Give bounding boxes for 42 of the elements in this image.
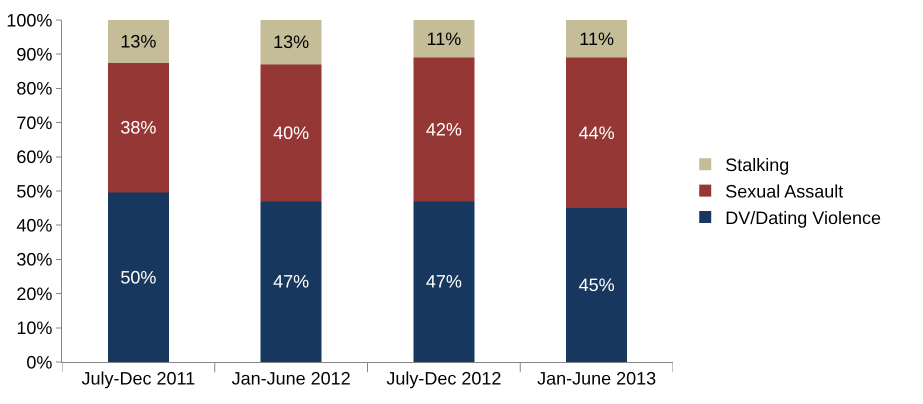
bar — [260, 20, 322, 64]
bar — [413, 20, 474, 58]
data-label: 45% — [578, 275, 615, 296]
bar — [413, 201, 474, 362]
bar — [566, 208, 628, 362]
bar — [566, 58, 628, 208]
y-tick-label: 0% — [26, 352, 52, 372]
y-tick-label: 50% — [16, 181, 52, 202]
data-label: 11% — [579, 28, 614, 49]
data-label: 42% — [426, 119, 462, 140]
data-label: 44% — [578, 122, 615, 143]
data-label: 47% — [426, 272, 462, 292]
bar — [108, 20, 169, 63]
y-tick-label: 20% — [16, 284, 52, 304]
y-tick-label: 30% — [16, 250, 52, 270]
legend-label: Sexual Assault — [725, 182, 844, 202]
x-tick-label: July-Dec 2011 — [82, 368, 196, 389]
data-label: 13% — [120, 31, 156, 52]
data-label: 40% — [273, 122, 310, 143]
x-tick-label: Jan-June 2012 — [232, 368, 351, 389]
legend-label: DV/Dating Violence — [725, 208, 881, 228]
y-tick-label: 80% — [16, 78, 52, 99]
bar — [413, 58, 474, 202]
data-label: 13% — [273, 32, 310, 52]
bar — [108, 192, 169, 362]
x-tick-label: Jan-June 2013 — [537, 368, 656, 389]
x-tick-label: July-Dec 2012 — [386, 368, 502, 389]
y-tick-label: 70% — [16, 112, 52, 133]
y-tick-label: 40% — [16, 216, 52, 236]
data-label: 11% — [426, 28, 462, 49]
y-tick-label: 100% — [6, 10, 52, 30]
legend-label: Stalking — [725, 155, 790, 176]
data-label: 50% — [120, 267, 156, 288]
data-label: 47% — [273, 272, 310, 292]
y-tick-label: 10% — [16, 318, 52, 338]
y-tick-label: 60% — [16, 147, 52, 168]
y-tick-label: 90% — [16, 44, 52, 64]
bar — [108, 62, 169, 193]
bar — [260, 64, 322, 202]
data-label: 38% — [120, 118, 156, 138]
bar — [566, 20, 628, 58]
bar — [260, 201, 322, 362]
